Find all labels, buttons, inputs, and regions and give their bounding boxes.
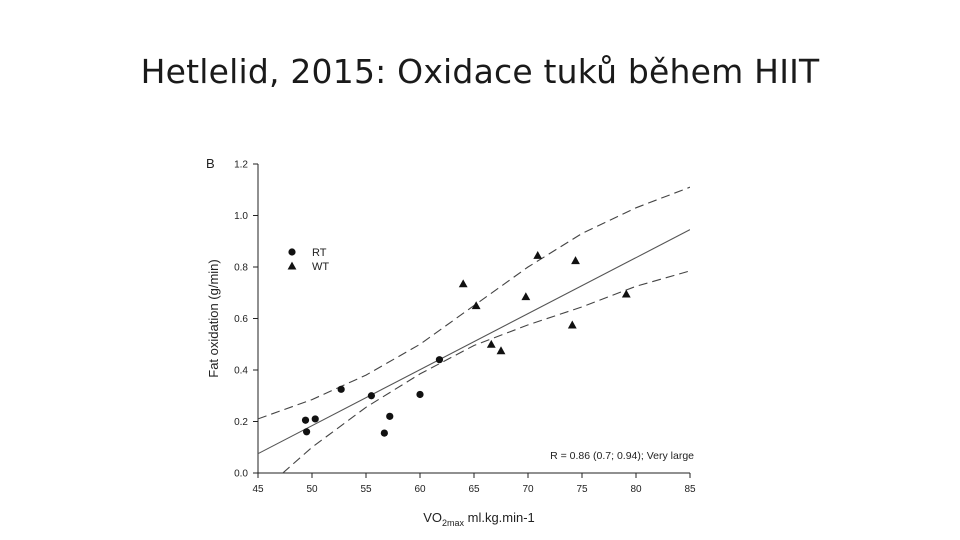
x-tick-label: 75 <box>576 484 588 495</box>
legend-label-wt: WT <box>312 261 329 273</box>
rt-data-point <box>301 416 310 424</box>
wt-data-point <box>486 339 496 348</box>
wt-data-point <box>521 292 531 301</box>
y-tick-label: 0.2 <box>234 417 248 428</box>
rt-data-point <box>311 415 319 423</box>
rt-data-point <box>337 385 345 393</box>
x-tick-label: 65 <box>468 484 480 495</box>
confidence-band-upper <box>258 186 690 420</box>
rt-data-point <box>386 412 394 420</box>
x-tick-label: 80 <box>630 484 642 495</box>
legend-marker-wt <box>287 261 297 270</box>
wt-data-point <box>571 256 580 265</box>
x-tick-label: 45 <box>252 484 264 495</box>
regression-line <box>258 229 690 455</box>
wt-data-point <box>471 301 481 310</box>
slide-title: Hetlelid, 2015: Oxidace tuků během HIIT <box>140 52 820 91</box>
rt-data-point <box>435 356 444 364</box>
rt-data-point <box>303 428 311 436</box>
wt-data-point <box>458 279 468 288</box>
wt-data-point <box>533 251 543 259</box>
x-tick-label: 55 <box>360 484 372 495</box>
y-tick-label: 0.6 <box>234 314 248 325</box>
wt-data-point <box>621 289 631 298</box>
wt-data-point <box>496 346 506 355</box>
x-axis-label: VO2max ml.kg.min-1 <box>423 510 535 528</box>
y-tick-label: 1.0 <box>234 211 248 222</box>
rt-data-point <box>367 392 375 400</box>
legend-marker-rt <box>288 248 296 256</box>
rt-data-point <box>380 429 388 437</box>
y-tick-label: 0.4 <box>234 366 248 377</box>
panel-label: B <box>206 156 215 171</box>
y-tick-label: 1.2 <box>234 160 248 171</box>
x-tick-label: 85 <box>684 484 696 495</box>
legend-label-rt: RT <box>312 247 327 259</box>
x-tick-label: 60 <box>414 484 426 495</box>
confidence-band-lower <box>282 270 690 473</box>
y-tick-label: 0.8 <box>234 263 248 274</box>
y-tick-label: 0.0 <box>234 469 248 480</box>
wt-data-point <box>567 320 577 329</box>
x-tick-label: 70 <box>522 484 534 495</box>
rt-data-point <box>416 390 424 399</box>
x-tick-label: 50 <box>306 484 318 495</box>
y-axis-label: Fat oxidation (g/min) <box>206 259 221 378</box>
correlation-annotation: R = 0.86 (0.7; 0.94); Very large <box>550 450 694 462</box>
